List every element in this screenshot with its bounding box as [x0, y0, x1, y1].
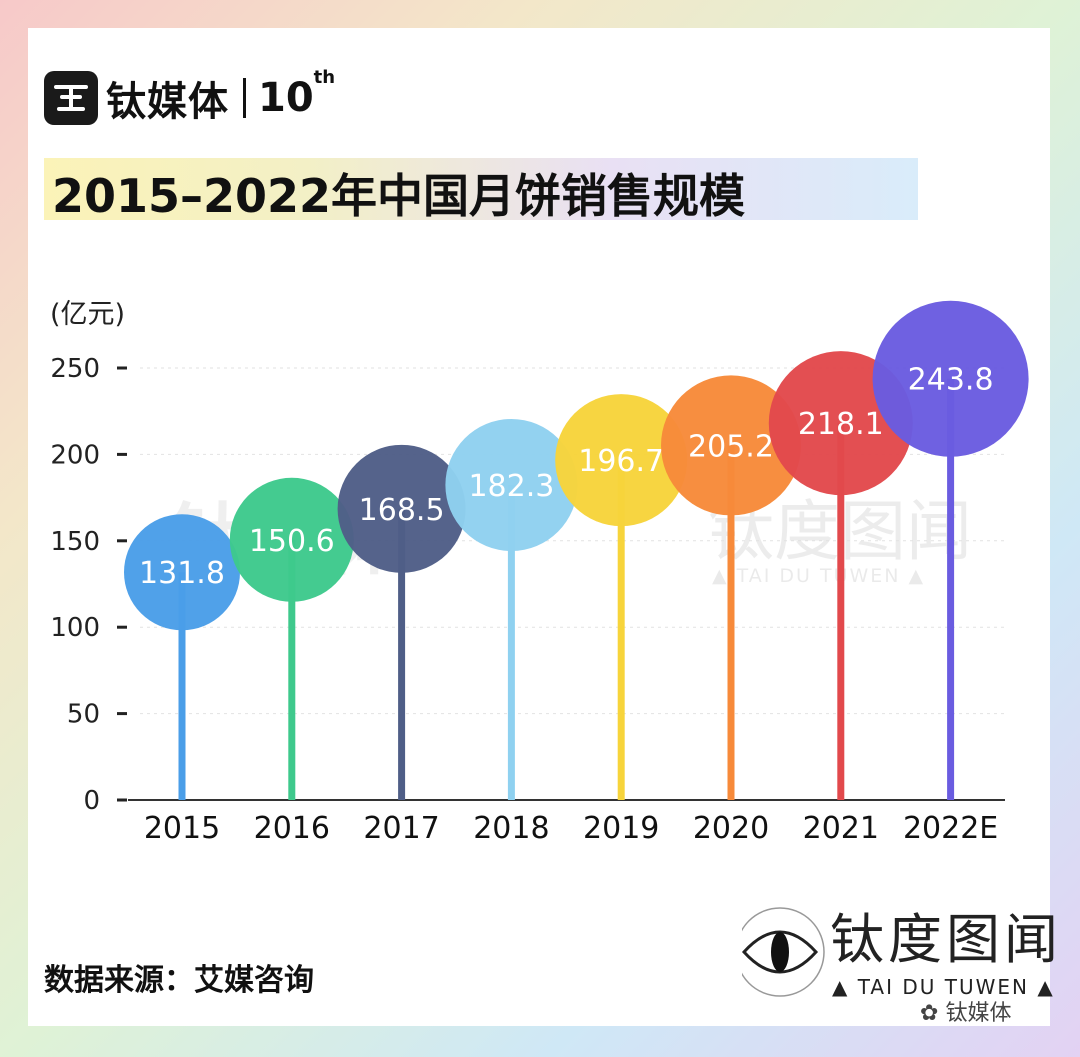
x-tick-label: 2021	[803, 811, 879, 846]
lollipop-stem	[507, 484, 515, 800]
x-tick-label: 2022E	[903, 811, 998, 846]
y-tick-label: 250	[50, 354, 100, 384]
y-axis-unit: (亿元)	[50, 299, 126, 330]
lollipop-stem	[398, 508, 406, 800]
lollipop-bubble	[872, 300, 1029, 457]
lollipop-bubble	[337, 444, 466, 573]
watermark-title: 钛度图闻	[830, 908, 1062, 971]
x-tick-label: 2017	[363, 811, 439, 846]
lollipop-stem	[837, 423, 845, 800]
x-tick-label: 2019	[583, 811, 659, 846]
lollipop-bubble	[555, 394, 688, 527]
wechat-icon: ✿	[920, 1001, 946, 1026]
lollipop-bubble	[445, 418, 578, 551]
brand-divider	[243, 78, 246, 118]
x-tick-label: 2020	[693, 811, 769, 846]
eye-logo-icon	[742, 907, 825, 997]
data-label: 205.2	[688, 429, 774, 464]
lollipop-stem	[727, 445, 735, 800]
brand-header: 钛媒体 10th	[44, 66, 336, 126]
x-tick-label: 2016	[254, 811, 330, 846]
brand-name: 钛媒体	[106, 79, 229, 125]
data-label: 196.7	[578, 444, 664, 479]
data-label: 131.8	[139, 556, 225, 591]
x-tick-label: 2015	[144, 811, 220, 846]
lollipop-stem	[178, 572, 186, 800]
lollipop-bubble	[661, 375, 801, 516]
brand-logo-icon	[44, 71, 98, 125]
title-highlight	[44, 158, 918, 220]
y-tick-label: 100	[50, 613, 100, 643]
data-label: 168.5	[359, 493, 445, 528]
lollipop-stem	[947, 378, 955, 800]
lollipop-stem	[617, 460, 625, 800]
lollipop-bubble	[229, 477, 354, 602]
data-label: 243.8	[908, 363, 994, 398]
data-source: 数据来源：艾媒咨询	[44, 963, 314, 998]
y-tick-label: 50	[67, 700, 100, 730]
data-label: 218.1	[798, 407, 884, 442]
y-tick-label: 150	[50, 527, 100, 557]
lollipop-stem	[288, 539, 296, 800]
background-watermark-sub: ▲ TAI DU TUWEN ▲	[712, 565, 926, 587]
y-tick-label: 200	[50, 440, 100, 470]
anniversary-badge: 10th	[258, 66, 336, 121]
y-tick-label: 0	[83, 786, 100, 816]
data-label: 150.6	[249, 524, 335, 559]
x-tick-label: 2018	[473, 811, 549, 846]
chart-title: 2015–2022年中国月饼销售规模	[52, 169, 746, 223]
data-label: 182.3	[468, 469, 554, 504]
watermark-footer: ✿ 钛媒体	[920, 1001, 1012, 1026]
watermark-subtitle: ▲ TAI DU TUWEN ▲	[832, 975, 1055, 999]
lollipop-bubble	[124, 514, 240, 631]
